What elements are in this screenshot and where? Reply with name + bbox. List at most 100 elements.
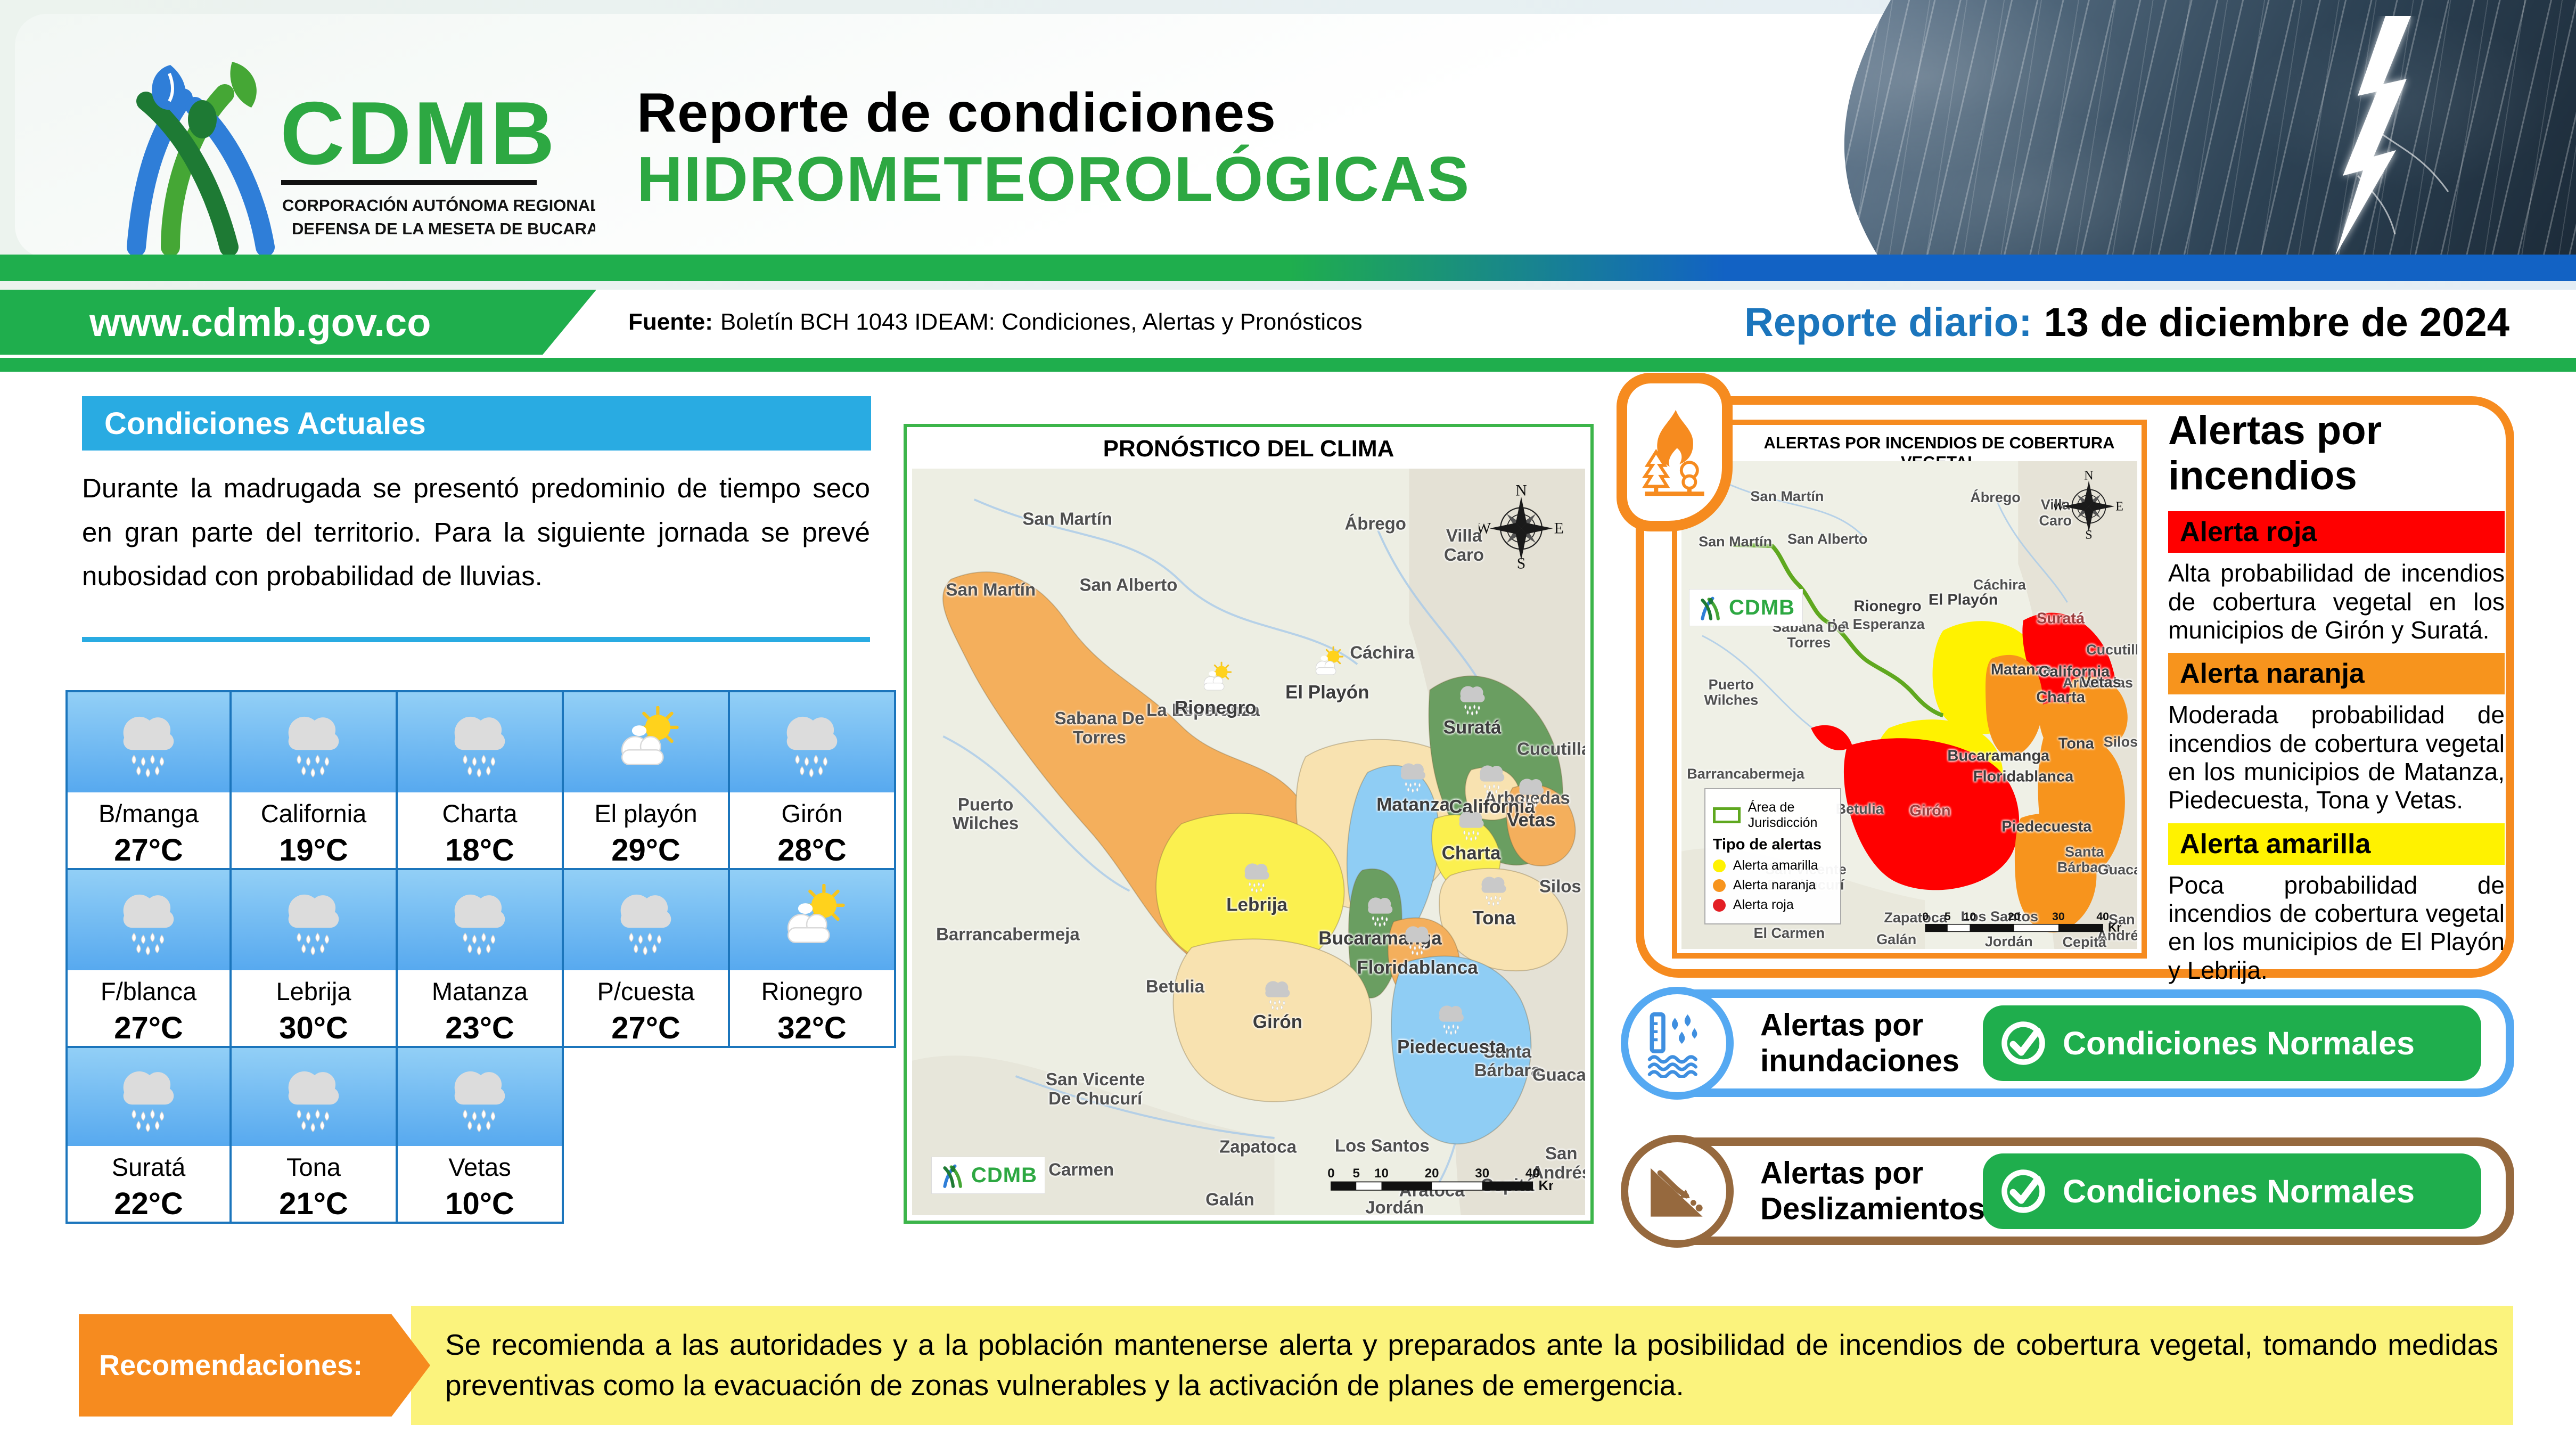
website-link[interactable]: www.cdmb.gov.co xyxy=(89,300,431,345)
legend-label: Alerta roja xyxy=(1733,897,1794,913)
fire-map-title: ALERTAS POR INCENDIOS DE COBERTURA VEGET… xyxy=(1763,433,2115,471)
svg-text:N: N xyxy=(1515,485,1527,500)
report-title: Reporte de condiciones HIDROMETEOROLÓGIC… xyxy=(637,82,1470,215)
legend-dot-red xyxy=(1712,898,1726,912)
forecast-cell: California 19°C xyxy=(232,690,398,868)
map-label: Charta xyxy=(2036,689,2085,707)
green-strip xyxy=(0,358,2576,372)
forecast-cell: Vetas 10°C xyxy=(398,1046,564,1224)
flood-banner-label: Alertas por inundaciones xyxy=(1760,1008,1959,1078)
map-label: Vetas xyxy=(1507,774,1556,830)
forecast-map-canvas xyxy=(912,469,1585,1215)
fire-map-panel: ALERTAS POR INCENDIOS DE COBERTURA VEGET… xyxy=(1672,420,2147,959)
map-label: El Carmen xyxy=(1753,924,1825,941)
cdmb-logo-graphic: CDMB CORPORACIÓN AUTÓNOMA REGIONAL PARA … xyxy=(127,62,676,257)
flood-icon xyxy=(1621,987,1734,1100)
weather-icon xyxy=(232,1048,396,1146)
logo-acronym: CDMB xyxy=(280,83,557,183)
map-label: La Esperanza xyxy=(1146,700,1260,720)
map-label: Cucutilla xyxy=(2086,641,2137,658)
city-name: Lebrija xyxy=(276,977,351,1005)
city-name: California xyxy=(260,799,367,828)
map-label: Barrancabermeja xyxy=(936,924,1080,944)
recommendations-label: Recomendaciones: xyxy=(79,1314,430,1417)
map-label: Santa Bárbara xyxy=(2057,844,2112,875)
map-label: Zapatoca xyxy=(1884,909,1947,926)
landslide-status-pill: Condiciones Normales xyxy=(1983,1153,2481,1229)
fire-map-labels: San Martín San Martín San Alberto Ábrego Vil… xyxy=(1681,461,2137,949)
map-label: Lebrija xyxy=(1226,858,1287,915)
legend-label: Alerta amarilla xyxy=(1733,858,1818,873)
city-name: Tona xyxy=(286,1153,341,1181)
map-label: Zapatoca xyxy=(1219,1136,1297,1157)
map-label: California xyxy=(2038,663,2110,681)
forecast-cell: Charta 18°C xyxy=(398,690,564,868)
check-circle-icon xyxy=(1998,1166,2049,1217)
empty-cell xyxy=(730,1046,896,1224)
svg-text:40: 40 xyxy=(2096,911,2109,923)
report-date-value: 13 de diciembre de 2024 xyxy=(2044,299,2509,345)
flame-icon xyxy=(1637,407,1712,497)
jurisdiction-swatch xyxy=(1712,807,1741,824)
forecast-cell: P/cuesta 27°C xyxy=(564,868,730,1046)
map-label: Cepitá xyxy=(2062,934,2107,949)
forecast-cell: F/blanca 27°C xyxy=(65,868,232,1046)
svg-text:W: W xyxy=(2054,499,2064,513)
website-chip: www.cdmb.gov.co xyxy=(0,290,596,355)
city-name: Vetas xyxy=(448,1153,511,1181)
svg-text:20: 20 xyxy=(2008,911,2021,923)
fire-badge xyxy=(1617,373,1733,531)
svg-text:Km: Km xyxy=(2108,920,2121,934)
current-conditions-header: Condiciones Actuales xyxy=(82,396,871,451)
svg-text:S: S xyxy=(1517,555,1526,570)
city-name: F/blanca xyxy=(100,977,197,1005)
storm-photo xyxy=(1782,0,2576,257)
source-label: Fuente: xyxy=(628,309,713,335)
map-label: San Martín xyxy=(1022,509,1113,529)
info-band: www.cdmb.gov.co Fuente: Boletín BCH 1043… xyxy=(0,290,2576,355)
map-label: Puerto Wilches xyxy=(952,794,1019,833)
map-label: Floridablanca xyxy=(1357,921,1478,978)
map-label: Matanza xyxy=(1990,661,2052,679)
city-name: Rionegro xyxy=(761,977,863,1005)
flood-status-pill: Condiciones Normales xyxy=(1983,1005,2481,1081)
svg-text:10: 10 xyxy=(1374,1166,1389,1181)
city-temperature: 27°C xyxy=(114,833,183,867)
map-label: Los Santos xyxy=(1334,1135,1430,1156)
report-title-line2: HIDROMETEOROLÓGICAS xyxy=(637,144,1471,215)
check-circle-icon xyxy=(1998,1018,2049,1069)
map-scale-bar: 0 5 10 20 30 40 Km xyxy=(1922,911,2121,934)
map-logo: CDMB xyxy=(931,1157,1045,1194)
forecast-cell: Tona 21°C xyxy=(232,1046,398,1224)
map-label: Galán xyxy=(1205,1189,1254,1209)
map-label: Barrancabermeja xyxy=(1687,765,1804,782)
city-temperature: 18°C xyxy=(445,833,514,867)
svg-text:5: 5 xyxy=(1945,911,1951,923)
forecast-cell: Girón 28°C xyxy=(730,690,896,868)
city-temperature: 30°C xyxy=(279,1011,348,1045)
cdmb-logo: CDMB CORPORACIÓN AUTÓNOMA REGIONAL PARA … xyxy=(89,51,676,259)
map-label: Los Santos xyxy=(1960,908,2039,925)
city-name: Matanza xyxy=(431,977,528,1005)
jurisdiction-label: Área de Jurisdicción xyxy=(1748,800,1818,831)
map-label: Suratá xyxy=(2036,610,2085,627)
map-label: Piedecuesta xyxy=(1397,1001,1506,1057)
city-temperature: 10°C xyxy=(445,1186,514,1221)
forecast-cell: Lebrija 30°C xyxy=(232,868,398,1046)
gradient-divider-bar xyxy=(0,255,2576,281)
forecast-cell: B/manga 27°C xyxy=(65,690,232,868)
forecast-cell: Suratá 22°C xyxy=(65,1046,232,1224)
map-label: Guaca xyxy=(2097,861,2137,878)
map-label: La Esperanza xyxy=(1832,616,1925,632)
map-label: Jordán xyxy=(1984,933,2033,949)
city-name: B/manga xyxy=(98,799,199,828)
map-label: Rionegro xyxy=(1853,597,1922,615)
empty-cell xyxy=(564,1046,730,1224)
weather-icon xyxy=(68,692,229,792)
map-label: El Playón xyxy=(1285,646,1369,702)
forecast-map-panel: PRONÓSTICO DEL CLIMA xyxy=(904,424,1594,1224)
map-label: San Alberto xyxy=(1787,530,1868,547)
svg-text:10: 10 xyxy=(1964,911,1976,923)
map-label: Sabana De Torres xyxy=(1054,708,1145,747)
city-name: Charta xyxy=(442,799,518,828)
